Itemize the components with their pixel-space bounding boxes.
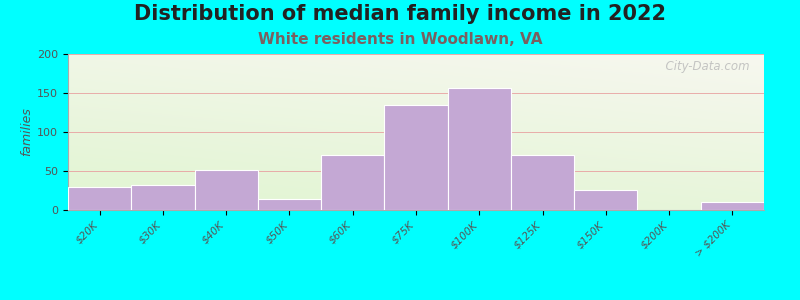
Text: White residents in Woodlawn, VA: White residents in Woodlawn, VA: [258, 32, 542, 46]
Bar: [511, 155, 574, 210]
Bar: [384, 105, 448, 210]
Bar: [68, 187, 131, 210]
Text: Distribution of median family income in 2022: Distribution of median family income in …: [134, 4, 666, 25]
Bar: [131, 185, 194, 210]
Bar: [194, 170, 258, 210]
Bar: [448, 88, 511, 210]
Y-axis label: families: families: [20, 108, 33, 156]
Text: City-Data.com: City-Data.com: [658, 60, 750, 73]
Bar: [574, 190, 638, 210]
Bar: [701, 202, 764, 210]
Bar: [258, 199, 321, 210]
Bar: [321, 155, 384, 210]
